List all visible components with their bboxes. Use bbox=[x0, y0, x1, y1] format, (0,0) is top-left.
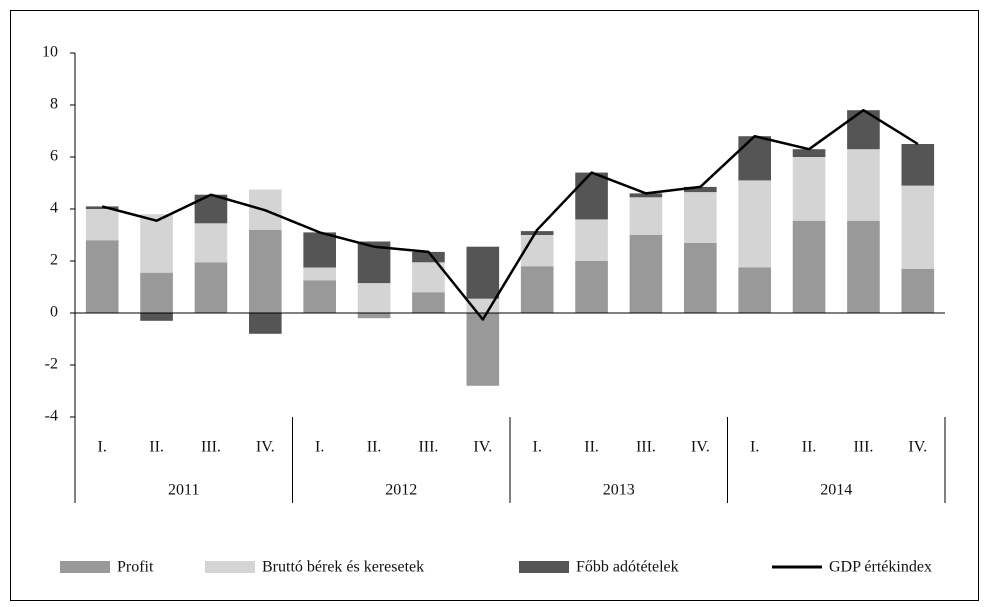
x-tick-label: I. bbox=[750, 439, 759, 456]
bar-segment bbox=[140, 214, 173, 273]
legend-label: Főbb adótételek bbox=[576, 559, 679, 576]
bar-segment bbox=[629, 193, 663, 198]
x-tick-label: I. bbox=[533, 439, 542, 456]
bar-segment bbox=[738, 136, 771, 181]
x-tick-label: IV. bbox=[691, 439, 710, 456]
bar-segment bbox=[85, 206, 119, 209]
bar-segment bbox=[357, 283, 391, 313]
bar-segment bbox=[520, 231, 554, 235]
bar-segment bbox=[303, 232, 336, 268]
bar-segment bbox=[792, 220, 826, 313]
bar-segment bbox=[466, 313, 500, 386]
x-tick-label: II. bbox=[584, 439, 599, 456]
group-label: 2012 bbox=[385, 482, 417, 499]
bar-segment bbox=[575, 261, 608, 313]
frame bbox=[10, 10, 979, 601]
x-tick-label: IV. bbox=[256, 439, 275, 456]
x-tick-label: III. bbox=[201, 439, 221, 456]
bar-segment bbox=[575, 172, 608, 220]
x-tick-label: IV. bbox=[473, 439, 492, 456]
group-label: 2011 bbox=[168, 482, 199, 499]
y-tick-label: 6 bbox=[50, 148, 58, 165]
y-tick-label: 0 bbox=[50, 304, 58, 321]
bar-segment bbox=[357, 313, 391, 319]
bar-segment bbox=[520, 235, 554, 267]
x-tick-label: III. bbox=[418, 439, 438, 456]
legend-swatch bbox=[60, 561, 110, 573]
x-tick-label: II. bbox=[367, 439, 382, 456]
bar-segment bbox=[629, 197, 663, 235]
legend-label: Bruttó bérek és keresetek bbox=[262, 559, 424, 576]
x-tick-label: III. bbox=[853, 439, 873, 456]
bar-segment bbox=[684, 186, 717, 193]
bar-segment bbox=[792, 157, 826, 221]
bar-segment bbox=[412, 251, 445, 263]
bar-segment bbox=[684, 242, 717, 313]
x-tick-label: IV. bbox=[908, 439, 927, 456]
bar-segment bbox=[847, 220, 880, 313]
y-tick-label: 2 bbox=[50, 252, 58, 269]
bar-segment bbox=[85, 240, 119, 313]
group-label: 2014 bbox=[820, 482, 852, 499]
bar-segment bbox=[738, 180, 771, 268]
y-tick-label: 8 bbox=[50, 96, 58, 113]
bar-segment bbox=[738, 267, 771, 313]
y-tick-label: -4 bbox=[45, 408, 58, 425]
x-tick-label: I. bbox=[315, 439, 324, 456]
bar-segment bbox=[249, 229, 282, 313]
x-tick-label: II. bbox=[802, 439, 817, 456]
group-label: 2013 bbox=[603, 482, 635, 499]
bar-segment bbox=[520, 266, 554, 313]
bar-segment bbox=[140, 313, 173, 321]
bar-segment bbox=[303, 267, 336, 281]
y-tick-label: 10 bbox=[42, 44, 58, 61]
bar-segment bbox=[85, 209, 119, 241]
legend-label: Profit bbox=[117, 559, 154, 576]
bar-segment bbox=[901, 185, 935, 269]
bar-segment bbox=[629, 235, 663, 313]
bar-segment bbox=[194, 223, 228, 263]
bar-segment bbox=[140, 272, 173, 313]
y-tick-label: -2 bbox=[45, 356, 58, 373]
legend-swatch bbox=[519, 561, 569, 573]
y-tick-label: 4 bbox=[50, 200, 58, 217]
line bbox=[101, 108, 919, 321]
x-tick-label: III. bbox=[636, 439, 656, 456]
bar-segment bbox=[466, 246, 500, 299]
bar-segment bbox=[194, 262, 228, 313]
legend-label: GDP értékindex bbox=[829, 559, 932, 576]
bar-segment bbox=[303, 280, 336, 313]
x-tick-label: II. bbox=[149, 439, 164, 456]
legend-swatch bbox=[205, 561, 255, 573]
bar-segment bbox=[575, 219, 608, 261]
bar-segment bbox=[847, 149, 880, 221]
bar-segment bbox=[901, 144, 935, 186]
x-tick-label: I. bbox=[98, 439, 107, 456]
bar-segment bbox=[249, 313, 282, 334]
bar-segment bbox=[901, 268, 935, 313]
bar-segment bbox=[684, 192, 717, 243]
bar-segment bbox=[412, 292, 445, 313]
bar-segment bbox=[792, 149, 826, 157]
